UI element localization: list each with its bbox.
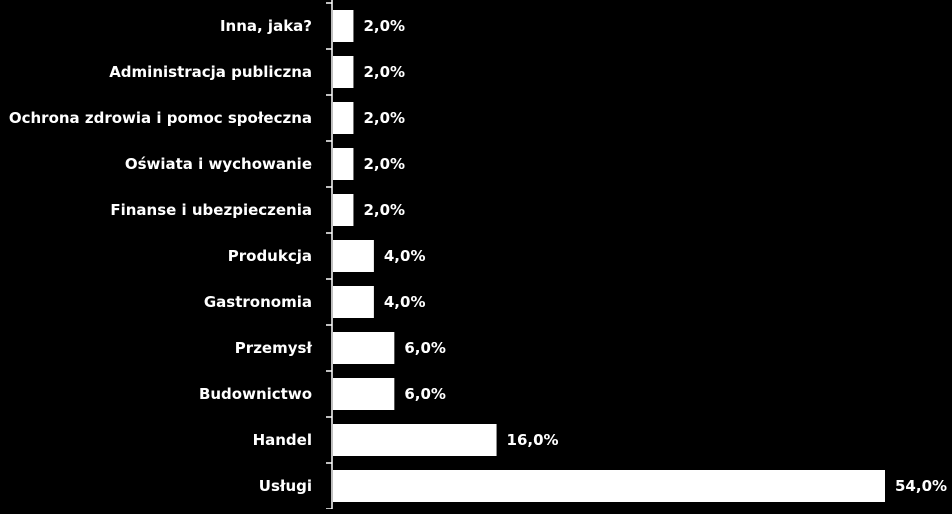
value-label: 54,0% xyxy=(895,477,947,495)
category-label: Administracja publiczna xyxy=(109,63,312,81)
bar xyxy=(333,240,374,272)
category-label: Usługi xyxy=(259,477,312,495)
bars-group xyxy=(333,10,885,502)
axis-ticks xyxy=(326,2,332,510)
bar xyxy=(333,332,395,364)
category-label: Przemysł xyxy=(235,339,313,357)
value-label: 2,0% xyxy=(363,155,405,173)
value-labels-group: 2,0% 2,0% 2,0% 2,0% 2,0% 4,0% 4,0% 6,0% 6,0% 16,0… xyxy=(363,17,947,495)
category-label: Handel xyxy=(253,431,312,449)
value-label: 6,0% xyxy=(404,385,446,403)
category-label: Oświata i wychowanie xyxy=(125,155,312,173)
bar xyxy=(333,470,885,502)
value-label: 2,0% xyxy=(363,63,405,81)
category-label: Produkcja xyxy=(228,247,312,265)
value-label: 2,0% xyxy=(363,109,405,127)
bar xyxy=(333,286,374,318)
category-label: Inna, jaka? xyxy=(220,17,312,35)
bar xyxy=(333,148,354,180)
category-label: Gastronomia xyxy=(204,293,312,311)
value-label: 2,0% xyxy=(363,201,405,219)
category-label: Finanse i ubezpieczenia xyxy=(110,201,312,219)
value-label: 4,0% xyxy=(384,293,426,311)
bar xyxy=(333,378,395,410)
bar xyxy=(333,102,354,134)
bar xyxy=(333,424,497,456)
value-label: 16,0% xyxy=(507,431,559,449)
category-label: Budownictwo xyxy=(199,385,312,403)
value-label: 2,0% xyxy=(363,17,405,35)
value-label: 4,0% xyxy=(384,247,426,265)
bar xyxy=(333,56,354,88)
bar xyxy=(333,194,354,226)
category-label: Ochrona zdrowia i pomoc społeczna xyxy=(9,109,312,127)
category-labels-group: Inna, jaka? Administracja publiczna Ochron… xyxy=(9,17,313,495)
bar xyxy=(333,10,354,42)
value-label: 6,0% xyxy=(404,339,446,357)
